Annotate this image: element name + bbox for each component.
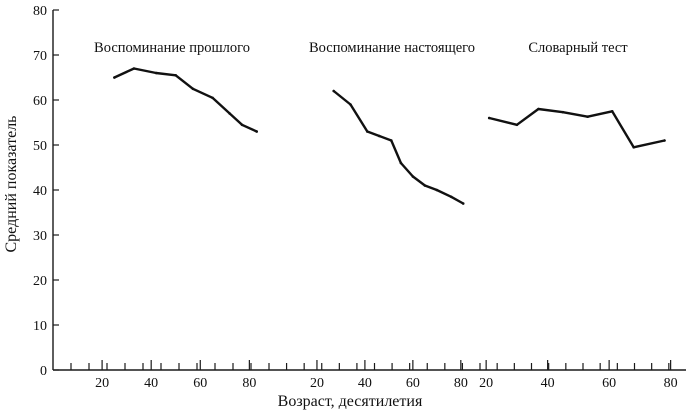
data-point	[113, 76, 116, 79]
data-point	[154, 71, 158, 75]
y-tick-label: 40	[33, 184, 47, 199]
data-point	[610, 110, 614, 113]
panel-title: Воспоминание настоящего	[309, 40, 475, 56]
y-tick-label: 60	[33, 94, 47, 109]
data-point	[487, 116, 491, 120]
data-point	[191, 87, 195, 91]
x-tick-label: 20	[479, 376, 493, 391]
y-tick-label: 30	[33, 229, 47, 244]
y-axis-title: Средний показатель	[3, 116, 20, 253]
x-tick-label: 40	[144, 376, 158, 391]
data-point	[349, 103, 352, 106]
data-point	[390, 139, 393, 142]
x-tick-label: 60	[602, 376, 616, 391]
data-point	[255, 130, 258, 133]
data-point	[132, 67, 136, 70]
data-point	[449, 195, 453, 199]
data-point	[537, 107, 540, 111]
y-tick-label: 20	[33, 274, 47, 289]
data-point	[211, 96, 214, 100]
x-tick-label: 40	[541, 376, 555, 391]
x-tick-label: 80	[454, 376, 468, 391]
y-axis: 0 10 20 30 40 50 60 70 80	[33, 4, 59, 379]
data-point	[228, 112, 231, 115]
data-point	[435, 188, 439, 192]
y-tick-label: 10	[33, 319, 47, 334]
data-point	[586, 115, 589, 118]
data-point	[515, 123, 519, 127]
data-point	[378, 134, 381, 138]
x-tick-label: 20	[95, 376, 109, 391]
chart-panels: Воспоминание прошлого Воспоминание настоя…	[94, 40, 666, 205]
y-tick-label: 50	[33, 139, 47, 154]
data-point	[423, 184, 427, 187]
series-line	[488, 107, 666, 149]
series-line	[113, 67, 258, 133]
data-point	[561, 110, 565, 114]
panel-2: Воспоминание настоящего	[309, 40, 475, 205]
x-axis-title: Возраст, десятилетия	[278, 393, 423, 410]
x-tick-label: 80	[242, 376, 256, 391]
x-tick-label: 60	[193, 376, 207, 391]
series-line	[332, 89, 465, 205]
panel-title: Словарный тест	[528, 40, 628, 56]
data-point	[240, 123, 244, 127]
y-tick-label: 70	[33, 49, 47, 64]
data-point	[663, 139, 666, 142]
y-tick-label: 0	[40, 364, 47, 379]
x-tick-label: 60	[406, 376, 420, 391]
panel-1: Воспоминание прошлого	[94, 40, 258, 133]
data-point	[399, 161, 403, 165]
data-point	[332, 89, 336, 93]
x-tick-label: 20	[310, 376, 324, 391]
data-point	[411, 175, 415, 178]
data-point	[632, 146, 635, 149]
y-tick-label: 80	[33, 4, 47, 19]
x-axis: 20 40 60 80 20 40 60 80 20 40 60 80	[53, 360, 686, 391]
data-point	[461, 202, 465, 205]
data-point	[366, 130, 369, 133]
panel-title: Воспоминание прошлого	[94, 40, 250, 56]
data-point	[174, 74, 177, 77]
x-tick-label: 40	[358, 376, 372, 391]
panel-3: Словарный тест	[487, 40, 666, 149]
x-tick-label: 80	[664, 376, 678, 391]
